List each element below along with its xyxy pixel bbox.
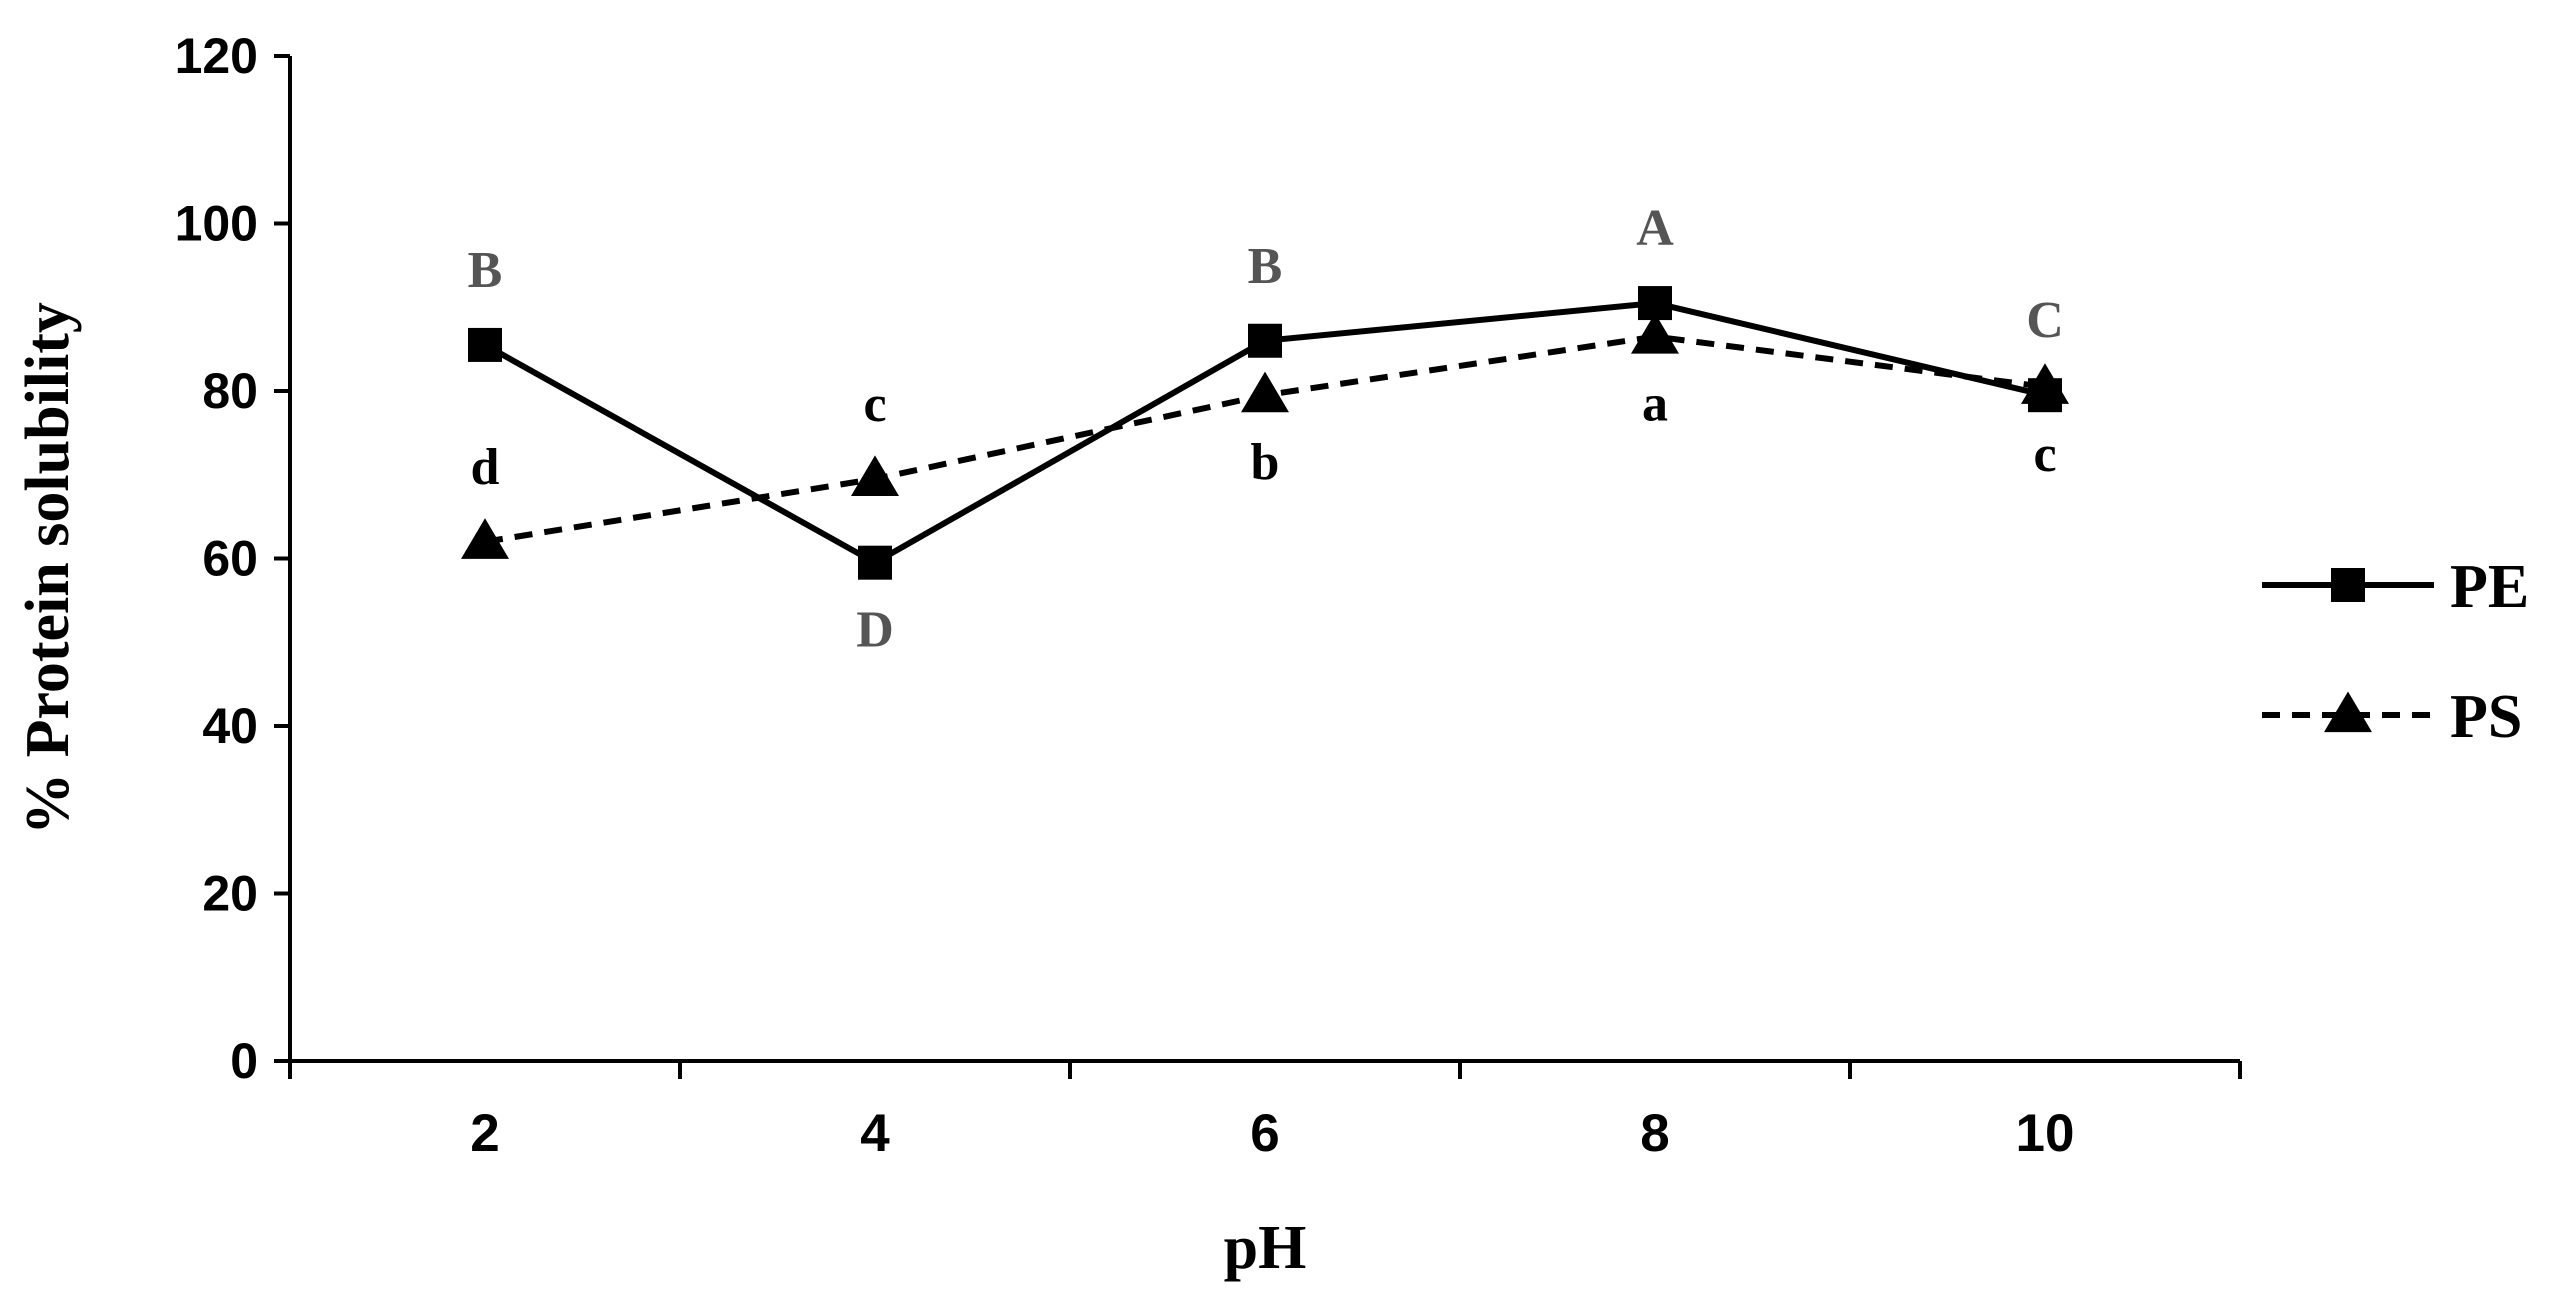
significance-letter-ps: d [471,439,500,496]
data-point-pe [858,545,892,580]
data-point-pe [1638,286,1672,321]
legend-marker-ps [2324,691,2372,733]
significance-letter-pe: D [856,602,894,659]
y-axis-title: % Protein solubility [14,302,82,835]
data-point-ps [851,455,899,497]
data-point-pe [468,327,502,362]
significance-letter-pe: A [1636,200,1674,257]
y-tick-label: 0 [230,1033,258,1089]
data-markers [461,286,2069,580]
y-tick-label: 120 [175,28,258,84]
y-tick-label: 60 [202,531,258,587]
legend-label-pe: PE [2450,553,2529,621]
x-tick-label: 2 [470,1104,499,1163]
significance-letter-pe: B [468,242,503,299]
data-point-ps [1631,313,1679,354]
x-axis-title: pH [1224,1214,1307,1282]
data-point-ps [461,518,509,559]
legend: PE PS [2262,553,2529,751]
y-tick-label: 80 [202,363,258,419]
x-tick-label: 8 [1640,1104,1669,1163]
axes: 0 20 40 60 80 100 120 2 4 6 8 10 [175,28,2242,1163]
x-tick-label: 6 [1250,1104,1279,1163]
x-tick-label: 10 [2016,1104,2075,1163]
legend-marker-pe [2331,568,2365,602]
significance-letter-ps: b [1251,434,1280,491]
significance-letters: B D B A Cd c b a c [468,200,2064,659]
y-tick-label: 20 [202,866,258,922]
significance-letter-pe: C [2026,292,2064,349]
significance-letter-pe: B [1248,238,1283,295]
data-point-pe [2028,378,2062,413]
significance-letter-ps: c [863,376,886,433]
y-tick-label: 40 [202,698,258,754]
legend-label-ps: PS [2450,683,2522,751]
x-tick-label: 4 [860,1104,890,1163]
data-point-ps [1241,371,1289,413]
data-point-pe [1248,323,1282,358]
significance-letter-ps: a [1642,376,1668,433]
y-tick-label: 100 [175,196,258,252]
significance-letter-ps: c [2033,426,2056,483]
